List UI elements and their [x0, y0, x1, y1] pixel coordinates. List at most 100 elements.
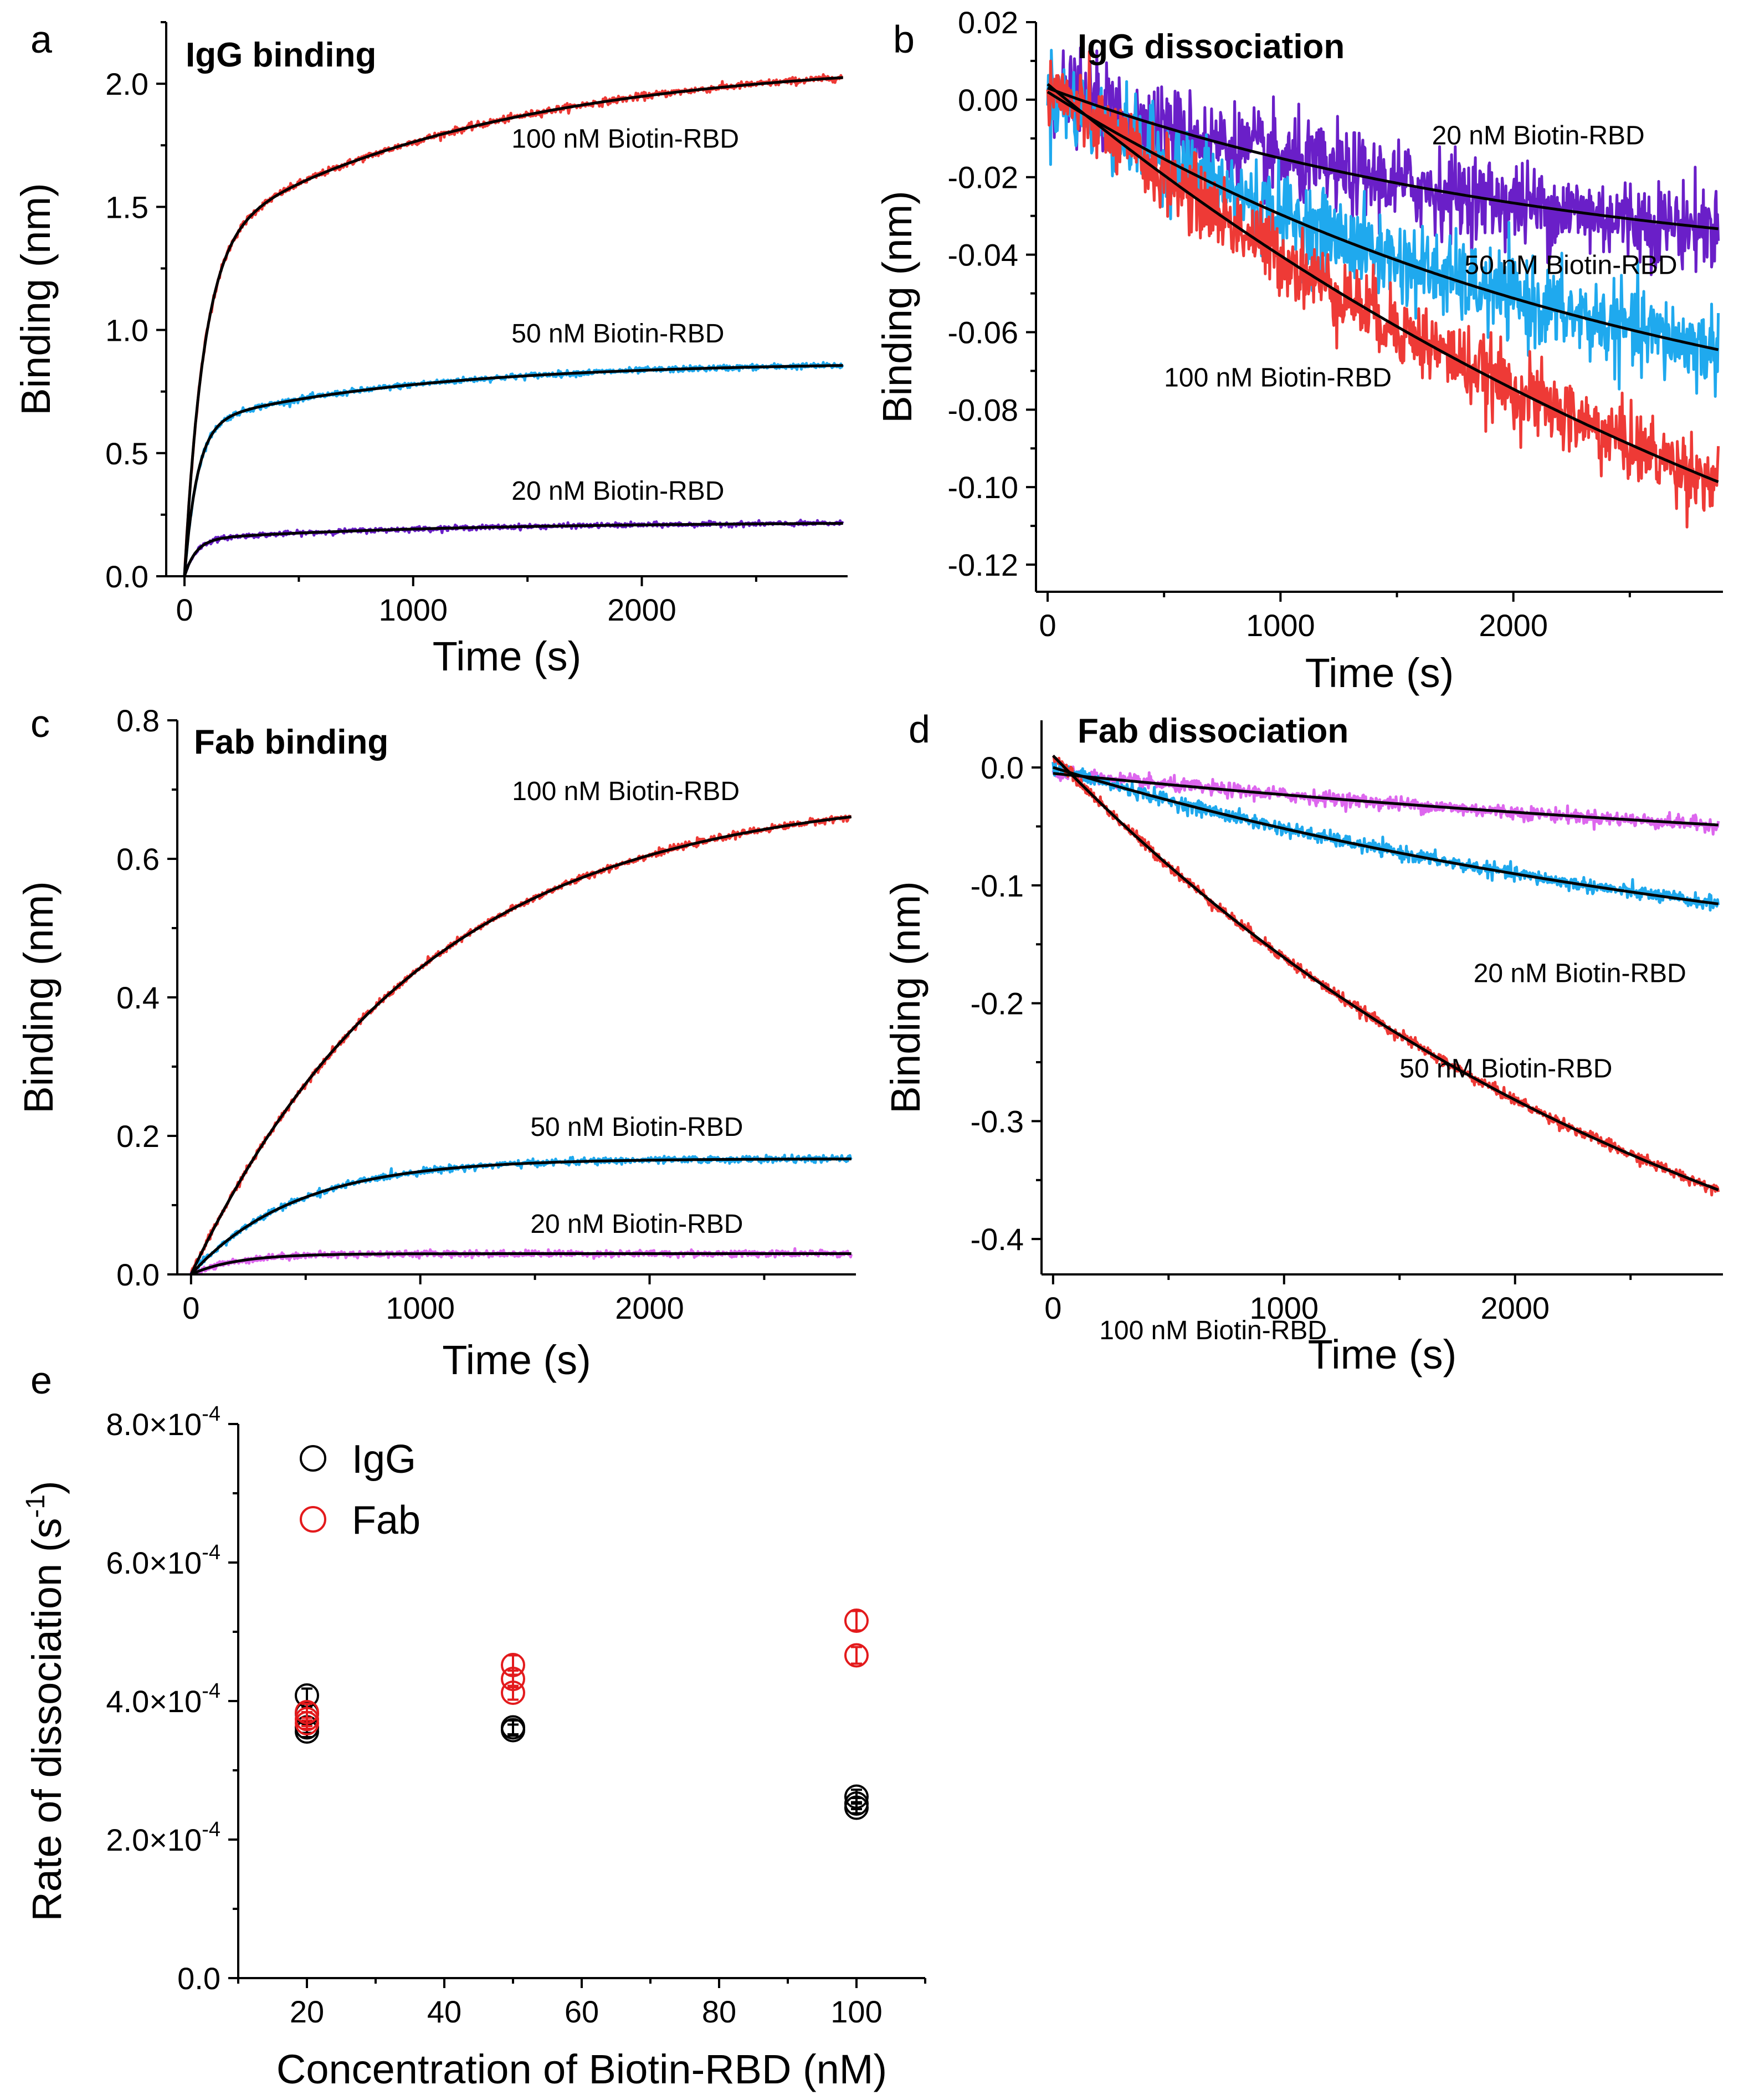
series-fit-0	[1047, 86, 1719, 231]
legend-marker-igg	[300, 1445, 326, 1472]
x-tick-label: 0	[1044, 1290, 1061, 1325]
series-fit-1	[189, 1157, 852, 1274]
series-label-1: 50 nM Biotin-RBD	[1399, 1054, 1612, 1084]
y-tick-label: 0.00	[958, 83, 1018, 117]
x-tick-label: 2000	[615, 1290, 684, 1325]
x-axis-label: Time (s)	[442, 1337, 591, 1383]
legend-label-igg: IgG	[352, 1437, 416, 1482]
panel-d: 0 1000 2000 0.0 -0.1 -0.2 -0.3 -0.4 Time (s) Bind…	[883, 708, 1723, 1377]
y-tick-label: -0.06	[947, 315, 1018, 350]
series-fit-1	[1053, 766, 1719, 905]
y-tick-label: -0.12	[947, 547, 1018, 582]
series-label-1: 50 nM Biotin-RBD	[511, 319, 724, 349]
x-tick-label: 60	[565, 1994, 599, 2029]
y-tick-label: 0.2	[116, 1119, 160, 1154]
panel-title: Fab dissociation	[1078, 712, 1348, 750]
series-label-2: 20 nM Biotin-RBD	[511, 477, 724, 506]
panel-title: IgG binding	[186, 36, 376, 74]
panel-a: 0 1000 2000 0.0 0.5 1.0 1.5 2.0 Time (s) Binding …	[13, 18, 848, 679]
series-fit-0	[1053, 772, 1719, 827]
point-igg	[844, 1795, 869, 1820]
y-tick-label: -0.10	[947, 470, 1018, 505]
x-tick-label: 0	[1039, 608, 1056, 643]
y-tick-label: 6.0×10-4	[106, 1541, 220, 1580]
x-axis-label: Time (s)	[1308, 1331, 1457, 1377]
panel-letter: a	[30, 18, 52, 61]
y-tick-label: 0.4	[116, 980, 160, 1015]
x-tick-label: 2000	[1479, 608, 1548, 643]
series-label-0: 20 nM Biotin-RBD	[1432, 121, 1645, 150]
y-tick-label: 0.0	[177, 1961, 220, 1996]
y-tick-label: 0.0	[981, 750, 1024, 785]
series-fit-1	[183, 364, 843, 576]
x-axis-label: Concentration of Biotin-RBD (nM)	[276, 2046, 887, 2092]
series-trace-0	[189, 815, 852, 1274]
x-tick-label: 2000	[1480, 1290, 1550, 1325]
y-tick-label: -0.04	[947, 238, 1018, 273]
y-tick-label: -0.2	[971, 986, 1024, 1021]
y-tick-label: 2.0×10-4	[106, 1818, 220, 1857]
x-tick-label: 1000	[1246, 608, 1315, 643]
panel-letter: c	[30, 702, 50, 745]
y-axis-label: Rate of dissociation (s-1)	[21, 1481, 70, 1921]
series-trace-0	[1051, 765, 1720, 836]
series-fit-2	[183, 522, 843, 576]
y-tick-label: 0.0	[105, 559, 148, 594]
series-fit-2	[190, 1252, 852, 1274]
legend-marker-fab	[300, 1506, 326, 1533]
series-trace-1	[183, 361, 844, 576]
plot-area	[1051, 755, 1720, 1197]
point-fab	[844, 1609, 869, 1633]
series-fit-2	[1052, 755, 1719, 1191]
legend-label-fab: Fab	[352, 1498, 420, 1543]
y-tick-label: -0.08	[947, 392, 1018, 427]
series-trace-2	[183, 519, 844, 576]
x-axis-label: Time (s)	[433, 633, 582, 679]
x-tick-label: 1000	[378, 592, 448, 627]
y-axis-label: Binding (nm)	[16, 881, 61, 1114]
y-axis-label: Binding (nm)	[883, 881, 929, 1114]
plot-area	[189, 815, 853, 1274]
panel-b: 0 1000 2000 0.02 0.00 -0.02 -0.04 -0.06 -0.08 -0.…	[874, 5, 1723, 696]
x-tick-label: 0	[182, 1290, 199, 1325]
panel-letter: b	[893, 18, 915, 61]
y-tick-label: 1.5	[105, 189, 148, 224]
y-tick-label: 8.0×10-4	[106, 1402, 220, 1442]
point-fab	[501, 1681, 525, 1705]
y-tick-label: 0.5	[105, 436, 148, 471]
x-tick-label: 1000	[1250, 1290, 1319, 1325]
series-trace-1	[1051, 761, 1720, 912]
x-tick-label: 40	[427, 1994, 461, 2029]
panel-e: 20 40 60 80 100 0.0 2.0×10-4 4.0×10-4 6.0×10-4 8.…	[21, 1359, 926, 2092]
point-fab	[295, 1711, 319, 1735]
plot-area	[183, 73, 844, 576]
x-tick-label: 1000	[386, 1290, 455, 1325]
series-label-2: 20 nM Biotin-RBD	[530, 1210, 743, 1239]
y-axis-label: Binding (nm)	[874, 191, 920, 423]
y-tick-label: -0.3	[971, 1104, 1024, 1139]
y-tick-label: -0.02	[947, 160, 1018, 195]
y-tick-label: -0.4	[971, 1222, 1024, 1257]
series-fit-1	[1047, 90, 1719, 351]
panel-letter: e	[30, 1359, 52, 1402]
x-tick-label: 20	[290, 1994, 324, 2029]
y-tick-label: 0.6	[116, 842, 160, 877]
panel-letter: d	[909, 708, 930, 751]
panel-c: 0 1000 2000 0.0 0.2 0.4 0.6 0.8 Time (s) Binding …	[16, 702, 856, 1383]
x-axis-label: Time (s)	[1305, 650, 1454, 696]
y-tick-label: 0.02	[958, 5, 1018, 40]
y-axis-label: Binding (nm)	[13, 183, 59, 416]
x-tick-label: 0	[176, 592, 193, 627]
panel-title: Fab binding	[194, 723, 388, 761]
series-label-0: 100 nM Biotin-RBD	[511, 125, 739, 154]
x-tick-label: 100	[830, 1994, 882, 2029]
series-fit-0	[183, 76, 843, 576]
point-igg	[501, 1718, 525, 1743]
series-label-2: 100 nM Biotin-RBD	[1164, 363, 1392, 392]
series-fit-2	[1047, 83, 1719, 484]
series-label-1: 50 nM Biotin-RBD	[530, 1113, 743, 1142]
y-tick-label: 0.8	[116, 703, 160, 738]
series-trace-1	[1046, 49, 1720, 398]
y-tick-label: 0.0	[116, 1257, 160, 1292]
